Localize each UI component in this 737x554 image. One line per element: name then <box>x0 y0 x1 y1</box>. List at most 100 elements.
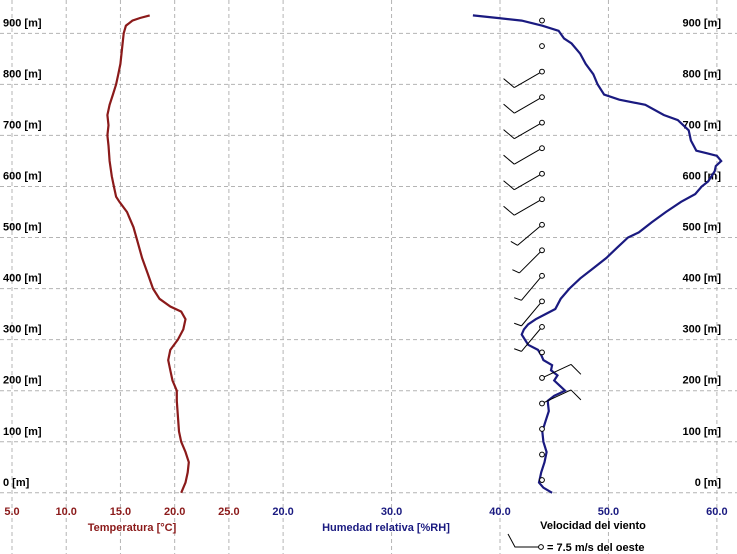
wind-barb <box>539 17 545 24</box>
wind-barb-staff <box>519 249 543 274</box>
wind-barb <box>503 119 545 140</box>
y-tick-label-right: 900 [m] <box>682 17 721 29</box>
y-tick-label-right: 500 [m] <box>682 222 721 234</box>
wind-legend-text: = 7.5 m/s del oeste <box>547 542 645 554</box>
humidity-tick-label: 40.0 <box>489 506 510 518</box>
y-tick-label-left: 800 [m] <box>3 68 42 80</box>
wind-barb-feather <box>503 154 515 165</box>
temperature-axis-label: Temperatura [°C] <box>88 522 177 534</box>
wind-barb <box>539 349 545 356</box>
wind-barb-staff <box>517 224 543 246</box>
wind-station-circle <box>539 170 545 177</box>
wind-station-circle <box>539 17 545 24</box>
wind-barb-staff <box>514 198 543 216</box>
y-tick-label-left: 500 [m] <box>3 222 42 234</box>
wind-barb-feather <box>570 389 582 401</box>
wind-barb <box>514 272 545 301</box>
y-tick-label-left: 200 [m] <box>3 375 42 387</box>
y-tick-label-left: 600 [m] <box>3 170 42 182</box>
wind-station-circle <box>539 477 545 483</box>
wind-station-circle <box>539 400 545 407</box>
temperature-series-line <box>106 14 190 494</box>
wind-barb <box>539 389 582 407</box>
wind-station-circle <box>539 221 545 228</box>
wind-barb-staff <box>514 122 543 140</box>
temperature-x-axis: 5.0 10.0 15.0 20.0 25.0 <box>4 506 239 518</box>
wind-station-circle <box>539 451 545 458</box>
y-tick-label-left: 300 [m] <box>3 324 42 336</box>
wind-barb-staff <box>541 389 572 404</box>
wind-barb <box>512 247 545 274</box>
wind-barb-staff <box>541 363 572 379</box>
temperature-tick-label: 15.0 <box>110 506 131 518</box>
wind-barb <box>503 145 545 165</box>
wind-barb-staff <box>521 275 543 301</box>
y-axis-right: 0 [m] 100 [m] 200 [m] 300 [m] 400 [m] 500 [m]… <box>682 17 721 488</box>
wind-barb-feather <box>503 180 515 191</box>
y-tick-label-right: 0 [m] <box>695 477 722 489</box>
humidity-tick-label: 60.0 <box>706 506 727 518</box>
y-tick-label-right: 200 [m] <box>682 375 721 387</box>
y-tick-label-left: 700 [m] <box>3 119 42 131</box>
wind-station-circle <box>539 119 545 126</box>
wind-barb <box>539 363 582 381</box>
wind-barb-feather <box>514 348 522 352</box>
wind-barb-feather <box>503 205 515 216</box>
y-tick-label-left: 100 [m] <box>3 426 42 438</box>
humidity-tick-label: 30.0 <box>381 506 402 518</box>
wind-barb <box>539 451 545 458</box>
y-tick-label-right: 800 [m] <box>682 68 721 80</box>
wind-barb-feather <box>510 241 518 246</box>
wind-barb <box>539 477 545 483</box>
wind-station-circle <box>539 323 545 330</box>
temperature-tick-label: 10.0 <box>56 506 77 518</box>
wind-barb-feather <box>503 129 515 140</box>
y-axis-left: 0 [m] 100 [m] 200 [m] 300 [m] 400 [m] 500 [m]… <box>3 17 42 488</box>
temperature-tick-label: 5.0 <box>4 506 19 518</box>
wind-barb-feather <box>503 78 515 88</box>
wind-barb-staff <box>514 96 543 114</box>
wind-barb <box>503 94 545 114</box>
temperature-tick-label: 25.0 <box>218 506 239 518</box>
temperature-tick-label: 20.0 <box>164 506 185 518</box>
wind-barb <box>503 68 545 89</box>
wind-barb-feather <box>512 269 520 274</box>
y-tick-label-left: 400 [m] <box>3 273 42 285</box>
wind-barbs <box>503 17 582 483</box>
wind-barb-feather <box>570 364 582 375</box>
wind-station-circle <box>539 375 545 381</box>
wind-barb <box>510 221 545 246</box>
wind-station-circle <box>539 43 545 49</box>
wind-axis-label: Velocidad del viento <box>540 520 646 532</box>
wind-barb-staff <box>514 147 543 165</box>
wind-barb-staff <box>514 173 543 191</box>
y-tick-label-right: 700 [m] <box>682 119 721 131</box>
wind-station-circle <box>539 247 545 254</box>
humidity-axis-label: Humedad relativa [%RH] <box>322 522 450 534</box>
y-tick-label-right: 100 [m] <box>682 426 721 438</box>
wind-station-circle <box>539 298 545 305</box>
wind-barb <box>539 426 545 432</box>
wind-station-circle <box>539 196 545 203</box>
wind-station-circle <box>539 426 545 432</box>
wind-barb <box>514 298 545 327</box>
wind-barb <box>539 43 545 49</box>
wind-barb-feather <box>514 297 522 301</box>
wind-barb-staff <box>521 301 543 327</box>
humidity-series-line <box>472 14 723 494</box>
wind-barb-feather <box>514 322 522 327</box>
y-tick-label-right: 400 [m] <box>682 273 721 285</box>
wind-barb <box>503 170 545 191</box>
wind-station-circle <box>539 94 545 101</box>
wind-station-circle <box>539 349 545 356</box>
wind-barb <box>503 196 545 216</box>
y-tick-label-left: 900 [m] <box>3 17 42 29</box>
wind-barb-staff <box>521 326 543 352</box>
wind-station-circle <box>539 68 545 75</box>
wind-station-circle <box>539 272 545 279</box>
wind-barb-staff <box>514 71 543 89</box>
wind-barb <box>514 323 545 352</box>
wind-legend: = 7.5 m/s del oeste <box>507 533 645 554</box>
